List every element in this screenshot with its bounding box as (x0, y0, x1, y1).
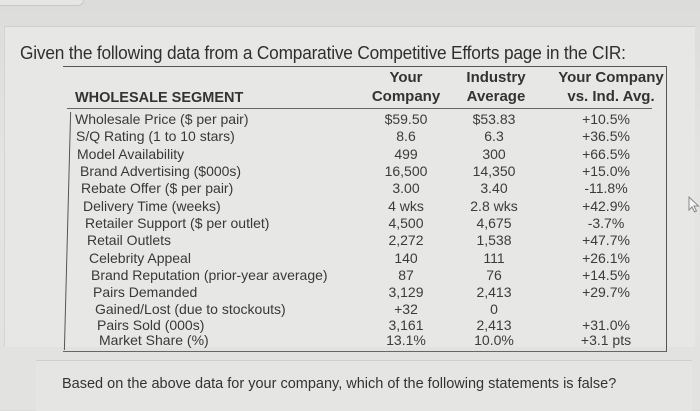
vs-average-value: -3.7% (587, 215, 625, 231)
row-label: Retailer Support ($ per outlet) (85, 215, 270, 231)
segment-title: WHOLESALE SEGMENT (75, 90, 244, 106)
industry-average-value: 300 (482, 146, 506, 162)
vs-average-value: +47.7% (582, 232, 630, 248)
column-header-industry-average: Industry Average (458, 68, 534, 106)
your-company-value: 4 wks (388, 198, 424, 214)
header-divider (67, 108, 652, 109)
row-label: Delivery Time (weeks) (83, 198, 221, 214)
your-company-value: 499 (394, 146, 418, 162)
question-stem-panel (4, 26, 695, 347)
row-label: Celebrity Appeal (89, 250, 191, 266)
table-row: Retailer Support ($ per outlet) 4,500 4,… (0, 215, 700, 231)
row-label: Brand Reputation (prior-year average) (91, 267, 328, 283)
question-panel (36, 360, 692, 411)
industry-average-value: 4,675 (476, 215, 512, 231)
your-company-value: 13.1% (386, 332, 426, 348)
table-row: Brand Reputation (prior-year average) 87… (0, 267, 700, 283)
vs-average-value: +15.0% (582, 163, 630, 179)
industry-average-value: 1,538 (476, 232, 512, 248)
intro-text: Given the following data from a Comparat… (20, 43, 626, 63)
column-header-your-company: Your Company (368, 68, 444, 106)
industry-average-value: 2,413 (476, 317, 512, 333)
industry-average-value: 10.0% (474, 332, 514, 348)
column-header-line: Average (466, 88, 526, 105)
industry-average-value: 14,350 (472, 163, 516, 179)
cir-table-frame (63, 66, 667, 352)
row-label: Model Availability (77, 146, 185, 162)
row-label: Rebate Offer ($ per pair) (81, 180, 234, 196)
question-text: Based on the above data for your company… (62, 376, 617, 392)
vs-average-value: +14.5% (582, 267, 630, 283)
table-row: Rebate Offer ($ per pair) 3.00 3.40 -11.… (0, 180, 700, 196)
column-header-line: Your (389, 69, 423, 86)
table-row: Celebrity Appeal 140 111 +26.1% (0, 250, 700, 266)
industry-average-value: 111 (483, 250, 505, 266)
column-header-line: vs. Ind. Avg. (567, 88, 655, 105)
column-header-line: Company (371, 88, 441, 105)
table-row: Gained/Lost (due to stockouts) +32 0 (0, 301, 700, 317)
table-row: Retail Outlets 2,272 1,538 +47.7% (0, 232, 700, 248)
vs-average-value: +26.1% (582, 250, 630, 266)
your-company-value: +32 (394, 301, 418, 317)
row-label: Brand Advertising ($000s) (80, 163, 242, 179)
your-company-value: 2,272 (388, 232, 424, 248)
row-label: Retail Outlets (87, 232, 172, 248)
industry-average-value: 6.3 (484, 128, 504, 144)
table-row: Brand Advertising ($000s) 16,500 14,350 … (0, 163, 700, 179)
table-row: Pairs Demanded 3,129 2,413 +29.7% (0, 284, 700, 300)
row-label: Pairs Demanded (93, 284, 198, 300)
row-label: S/Q Rating (1 to 10 stars) (76, 128, 235, 144)
table-row: S/Q Rating (1 to 10 stars) 8.6 6.3 +36.5… (0, 128, 700, 144)
vs-average-value: +31.0% (582, 317, 630, 333)
table-row: Pairs Sold (000s) 3,161 2,413 +31.0% (0, 317, 700, 333)
column-header-line: Industry (466, 69, 526, 86)
table-row: Model Availability 499 300 +66.5% (0, 146, 700, 162)
your-company-value: 3.00 (392, 180, 420, 196)
your-company-value: 16,500 (384, 163, 428, 179)
your-company-value: 4,500 (388, 215, 424, 231)
table-row: Market Share (%) 13.1% 10.0% +3.1 pts (0, 332, 700, 348)
column-header-line: Your Company (558, 69, 664, 86)
your-company-value: 3,161 (388, 317, 424, 333)
table-row: Delivery Time (weeks) 4 wks 2.8 wks +42.… (0, 198, 700, 214)
industry-average-value: 0 (490, 301, 498, 317)
row-label: Gained/Lost (due to stockouts) (95, 301, 286, 317)
mouse-cursor-icon (688, 196, 700, 213)
industry-average-value: 3.40 (480, 180, 508, 196)
industry-average-value: $53.83 (472, 111, 516, 127)
vs-average-value: -11.8% (584, 180, 628, 196)
your-company-value: 87 (398, 267, 414, 283)
row-label: Market Share (%) (99, 332, 209, 348)
row-label: Pairs Sold (000s) (97, 317, 205, 333)
industry-average-value: 76 (486, 267, 502, 283)
vs-average-value: +36.5% (582, 128, 630, 144)
top-tab-edge (0, 0, 84, 6)
your-company-value: 8.6 (396, 128, 416, 144)
your-company-value: 3,129 (388, 284, 424, 300)
your-company-value: $59.50 (384, 111, 428, 127)
industry-average-value: 2,413 (476, 284, 512, 300)
column-header-vs-industry: Your Company vs. Ind. Avg. (552, 68, 670, 106)
vs-average-value: +42.9% (582, 198, 630, 214)
row-label: Wholesale Price ($ per pair) (75, 111, 249, 127)
industry-average-value: 2.8 wks (470, 198, 518, 214)
vs-average-value: +66.5% (582, 146, 630, 162)
your-company-value: 140 (394, 250, 418, 266)
vs-average-value: +29.7% (582, 284, 630, 300)
table-row: Wholesale Price ($ per pair) $59.50 $53.… (0, 111, 700, 127)
vs-average-value: +10.5% (582, 111, 630, 127)
vs-average-value: +3.1 pts (580, 332, 632, 348)
